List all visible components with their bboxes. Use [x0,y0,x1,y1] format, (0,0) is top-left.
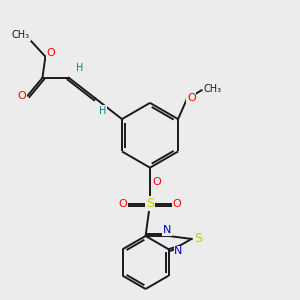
Text: O: O [46,48,55,58]
Text: N: N [163,225,171,235]
Text: H: H [99,106,106,116]
Text: O: O [187,93,196,103]
Text: N: N [174,246,183,256]
Text: O: O [118,199,127,208]
Text: S: S [146,197,154,210]
Text: S: S [194,232,202,245]
Text: O: O [173,199,182,208]
Text: H: H [76,63,84,73]
Text: O: O [17,91,26,100]
Text: CH₃: CH₃ [12,31,30,40]
Text: CH₃: CH₃ [204,84,222,94]
Text: O: O [152,177,161,188]
